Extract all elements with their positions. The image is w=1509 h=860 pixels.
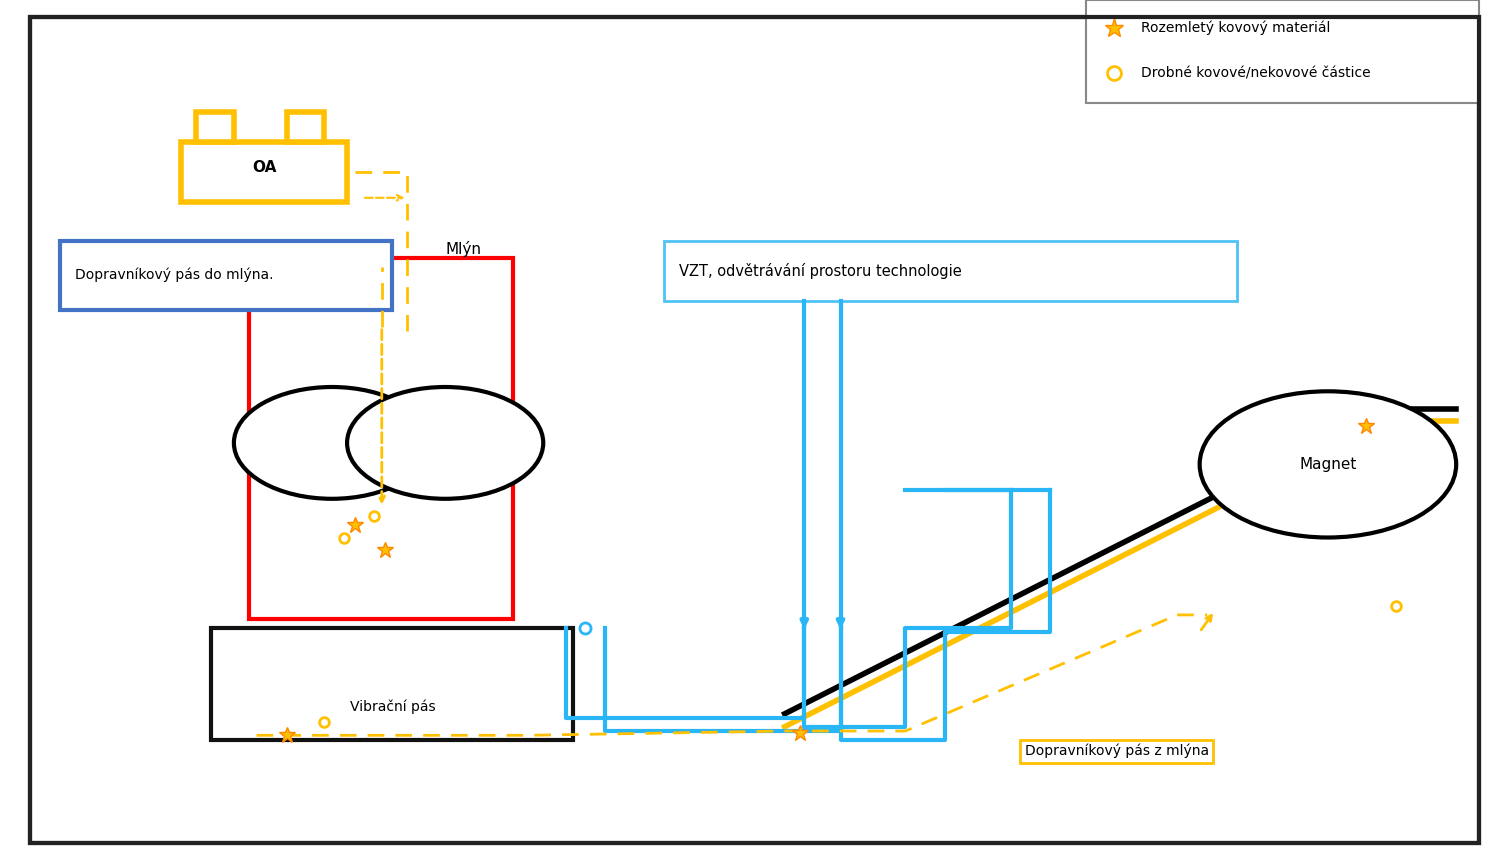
Bar [249, 258, 513, 619]
Circle shape [234, 387, 430, 499]
Bar [1086, 0, 1479, 103]
Text: Dopravníkový pás z mlýna: Dopravníkový pás z mlýna [1025, 744, 1209, 759]
Text: Vibrační pás: Vibrační pás [350, 700, 435, 714]
Text: Mlýn: Mlýn [445, 242, 481, 257]
Circle shape [1200, 391, 1456, 538]
Bar [211, 628, 573, 740]
Bar [664, 241, 1237, 301]
Text: Magnet: Magnet [1299, 457, 1357, 472]
Bar [196, 112, 234, 142]
Text: VZT, odvětrávání prostoru technologie: VZT, odvětrávání prostoru technologie [679, 263, 961, 279]
Text: OA: OA [252, 160, 276, 175]
Text: Dopravníkový pás do mlýna.: Dopravníkový pás do mlýna. [75, 268, 275, 282]
Circle shape [347, 387, 543, 499]
Bar [287, 112, 324, 142]
Bar [60, 241, 392, 310]
Bar [181, 142, 347, 202]
Text: Drobné kovové/nekovové částice: Drobné kovové/nekovové částice [1141, 66, 1370, 80]
Text: Rozemletý kovový materiál: Rozemletý kovový materiál [1141, 21, 1329, 34]
